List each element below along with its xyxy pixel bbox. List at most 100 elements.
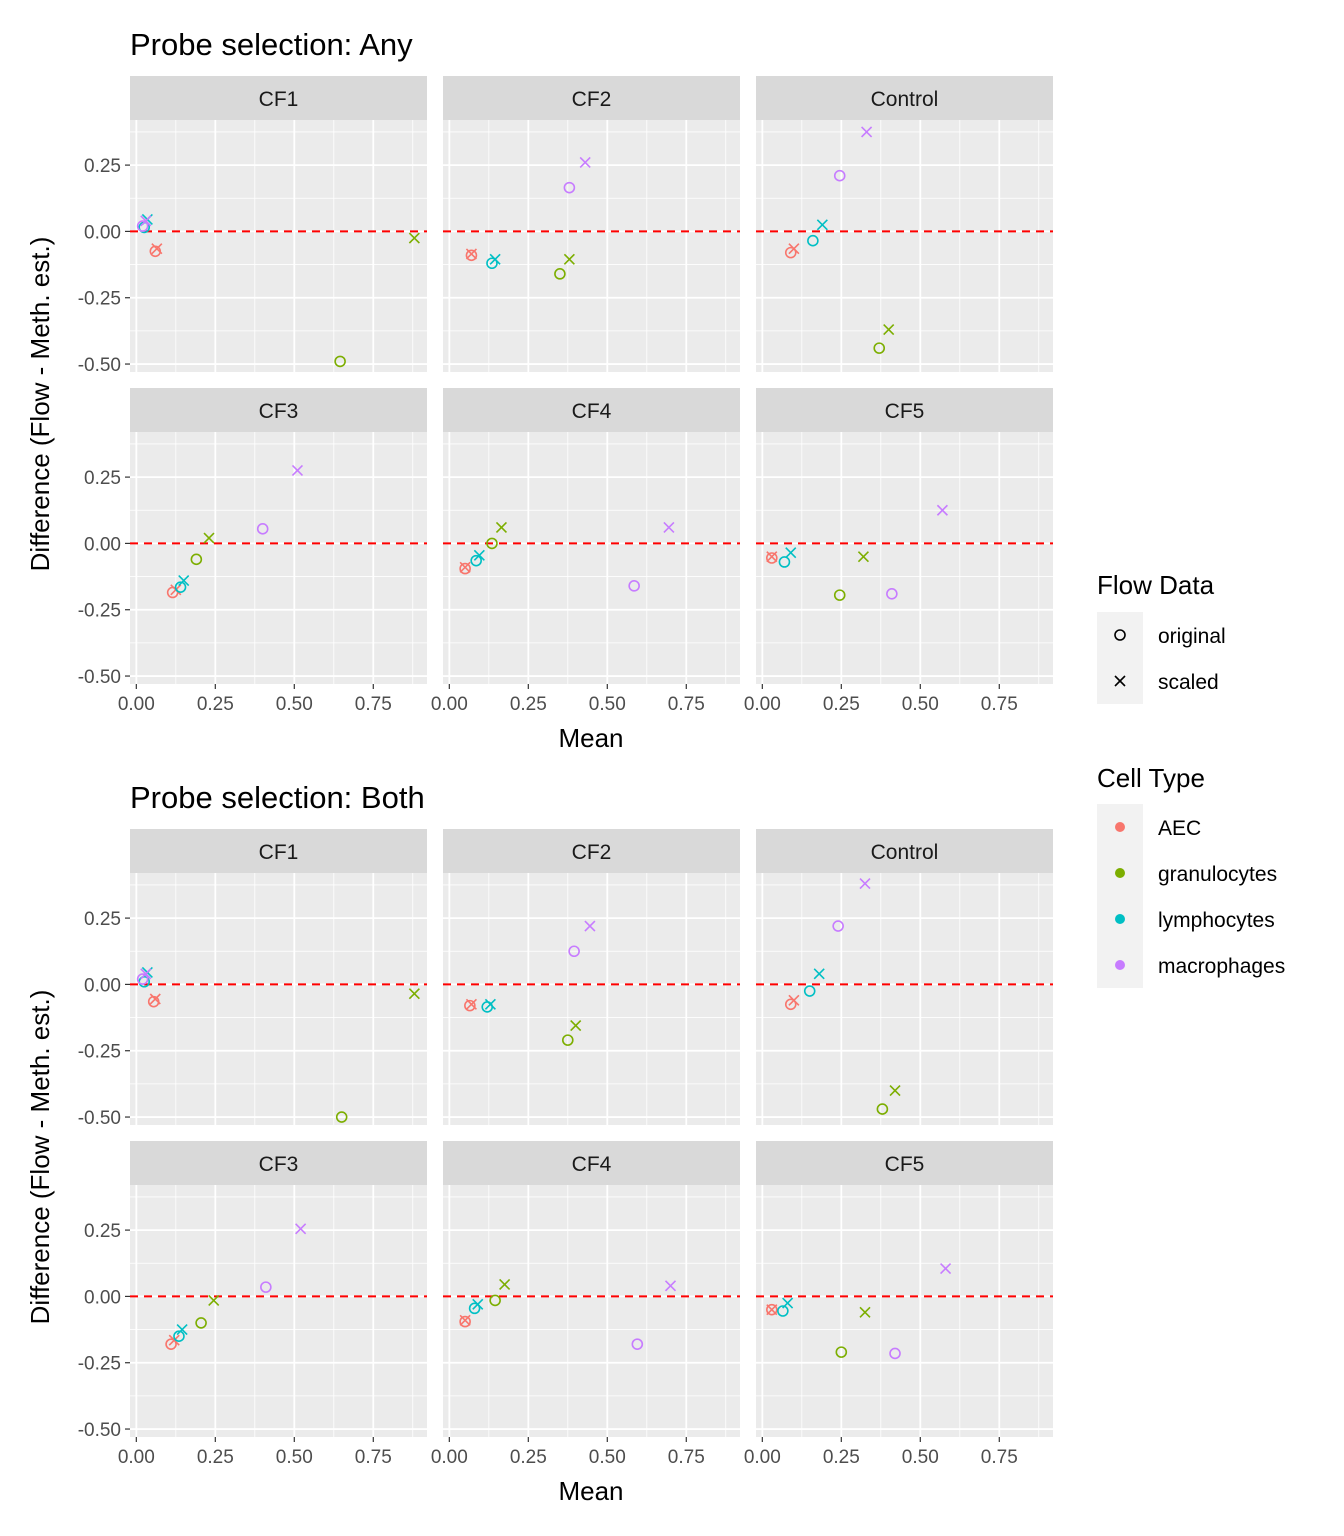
- point-AEC-original: [765, 1303, 778, 1316]
- x-tick-label: 0.75: [981, 1447, 1018, 1468]
- cross-stroke: [663, 521, 675, 534]
- point-AEC-scaled: [168, 1334, 180, 1346]
- gridlines: [443, 432, 740, 684]
- y-tick-label: 0.25: [84, 1221, 121, 1242]
- points: [465, 156, 591, 280]
- gridlines: [756, 120, 1053, 372]
- point-granulocytes-scaled: [563, 253, 575, 265]
- point-macrophages-scaled: [295, 1223, 307, 1235]
- points: [784, 878, 901, 1115]
- legend-dot-icon: [1115, 914, 1125, 924]
- point-macrophages-scaled: [291, 464, 304, 477]
- point-granulocytes-scaled: [889, 1084, 901, 1097]
- point-lymphocytes-scaled: [816, 219, 828, 231]
- point-macrophages-original: [136, 220, 149, 232]
- point-AEC-original: [165, 1338, 177, 1350]
- point-AEC-scaled: [149, 993, 161, 1005]
- point-lymphocytes-original: [174, 581, 187, 593]
- cross-stroke: [176, 1324, 188, 1336]
- point-lymphocytes-original: [486, 257, 498, 270]
- point-lymphocytes-original: [778, 556, 791, 568]
- point-macrophages-original: [563, 181, 576, 194]
- point-AEC-original: [784, 246, 797, 259]
- point-granulocytes-original: [334, 355, 346, 368]
- facet-cf2: CF2: [443, 76, 740, 372]
- legend-label: scaled: [1158, 671, 1219, 694]
- facet-strip: [130, 388, 427, 432]
- x-tick-label: 0.00: [744, 1447, 781, 1468]
- point-macrophages-original: [832, 920, 844, 932]
- y-tick-label: 0.25: [84, 156, 121, 177]
- facet-strip: [756, 829, 1053, 873]
- point-lymphocytes-scaled: [178, 574, 190, 587]
- points: [784, 126, 895, 354]
- point-macrophages-scaled: [940, 1262, 952, 1275]
- point-AEC-original: [784, 998, 797, 1011]
- x-tick-label: 0.75: [355, 1447, 392, 1468]
- points: [459, 1278, 677, 1350]
- point-macrophages-original: [889, 1347, 901, 1360]
- cross-stroke: [816, 219, 828, 231]
- point-lymphocytes-scaled: [782, 1297, 794, 1309]
- cross-stroke: [484, 998, 496, 1010]
- cross-stroke: [473, 549, 485, 561]
- gridlines: [443, 120, 740, 372]
- legend-flow-data: Flow Data original scaled: [1097, 570, 1226, 704]
- x-tick-label: 0.75: [668, 1447, 705, 1468]
- y-tick-label: -0.25: [78, 289, 121, 310]
- x-tick-label: 0.00: [118, 694, 155, 715]
- facet-label: CF1: [259, 841, 299, 864]
- y-tick-label: -0.25: [78, 601, 121, 622]
- facet-strip: [130, 829, 427, 873]
- legend-label: original: [1158, 625, 1226, 648]
- point-granulocytes-scaled: [859, 1306, 871, 1318]
- y-axis-title: Difference (Flow - Meth. est.): [25, 990, 55, 1325]
- point-granulocytes-original: [833, 589, 846, 601]
- x-tick-label: 0.50: [589, 694, 626, 715]
- x-tick-label: 0.00: [744, 694, 781, 715]
- x-tick-label: 0.75: [668, 694, 705, 715]
- point-granulocytes-original: [489, 1294, 501, 1307]
- points: [464, 920, 596, 1046]
- cross-stroke: [940, 1262, 952, 1275]
- y-tick-label: 0.25: [84, 468, 121, 489]
- chart-title: Probe selection: Any: [130, 27, 413, 62]
- cross-icon: [1114, 675, 1126, 687]
- point-macrophages-scaled: [861, 126, 873, 138]
- point-AEC-scaled: [465, 998, 478, 1010]
- legend-title: Flow Data: [1097, 570, 1215, 600]
- x-tick-label: 0.50: [589, 1447, 626, 1468]
- point-lymphocytes-scaled: [473, 549, 485, 561]
- points: [136, 213, 420, 368]
- gridlines: [756, 1185, 1053, 1437]
- x-axis-title: Mean: [558, 1476, 623, 1506]
- legend-label: AEC: [1158, 817, 1201, 840]
- facet-label: CF2: [572, 88, 612, 111]
- chart-1: Probe selection: Any CF1 0.25 0.00 -0.25 -0.5…: [25, 27, 1053, 753]
- y-tick-label: -0.50: [78, 1420, 121, 1441]
- facet-strip: [443, 1141, 740, 1185]
- point-lymphocytes-original: [468, 1302, 481, 1315]
- point-granulocytes-scaled: [857, 551, 869, 563]
- x-tick-label: 0.25: [510, 694, 547, 715]
- cross-stroke: [861, 126, 873, 138]
- point-granulocytes-scaled: [208, 1294, 220, 1306]
- gridlines: [756, 873, 1053, 1125]
- y-axis-title: Difference (Flow - Meth. est.): [25, 237, 55, 572]
- legend-item-original: original: [1097, 612, 1226, 658]
- facet-label: CF1: [259, 88, 299, 111]
- points: [765, 504, 948, 601]
- point-lymphocytes-original: [803, 985, 816, 997]
- point-granulocytes-scaled: [408, 988, 420, 1000]
- point-macrophages-scaled: [663, 521, 675, 534]
- facet-strip: [443, 388, 740, 432]
- cross-stroke: [291, 464, 304, 477]
- point-lymphocytes-scaled: [813, 968, 825, 980]
- cross-stroke: [664, 1280, 677, 1292]
- x-tick-label: 0.00: [118, 1447, 155, 1468]
- cross-stroke: [208, 1294, 220, 1306]
- facet-cf3: CF3 0.25 0.00 -0.25 -0.50 0.00 0.25 0.50 0.75: [78, 1141, 427, 1468]
- panel-background: [756, 873, 1053, 1125]
- points: [165, 1223, 307, 1350]
- legend-item-AEC: AEC: [1097, 804, 1201, 850]
